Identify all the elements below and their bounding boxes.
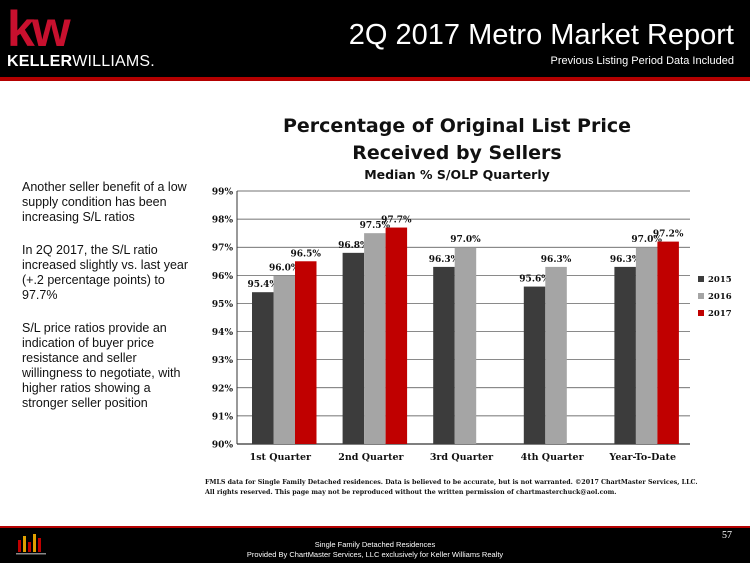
footer-line-2: Provided By ChartMaster Services, LLC ex… (246, 550, 504, 559)
data-label: 97.7% (381, 216, 412, 226)
x-tick-label: 2nd Quarter (338, 452, 404, 463)
legend-label: 2015 (708, 275, 732, 285)
chart-container: Percentage of Original List Price Receive… (195, 110, 735, 510)
bar-2016 (454, 247, 477, 444)
data-label: 97.2% (653, 230, 684, 240)
brand-name-bold: KELLER (7, 53, 73, 70)
y-tick-label: 91% (212, 412, 234, 422)
footer-line-1: Single Family Detached Residences (314, 540, 436, 549)
chart-subtitle: Median % S/OLP Quarterly (364, 167, 550, 182)
brand-name: KELLERWILLIAMS. (7, 53, 155, 71)
x-tick-label: 3rd Quarter (430, 452, 494, 463)
page-title: 2Q 2017 Metro Market Report (348, 19, 734, 51)
footer-divider (0, 526, 750, 528)
data-label: 95.6% (519, 275, 550, 285)
commentary-paragraph: Another seller benefit of a low supply c… (22, 180, 187, 224)
data-label: 96.3% (541, 255, 572, 265)
bar-2015 (523, 286, 546, 444)
chart-title: Received by Sellers (352, 142, 561, 164)
commentary-paragraph: S/L price ratios provide an indication o… (22, 321, 181, 410)
bar-2015 (252, 292, 274, 444)
data-label: 97.0% (631, 235, 662, 245)
commentary: Another seller benefit of a low supply c… (22, 180, 192, 429)
bar-2017 (657, 241, 679, 444)
data-label: 96.3% (429, 255, 460, 265)
header-bar (0, 0, 750, 77)
chart-footnote: FMLS data for Single Family Detached res… (205, 479, 698, 486)
y-tick-label: 99% (212, 188, 234, 198)
bar-2017 (295, 261, 317, 444)
footer-bar (0, 528, 750, 563)
y-tick-label: 95% (212, 300, 234, 310)
kw-logo-mark: kw (7, 6, 71, 52)
data-label: 96.8% (338, 241, 369, 251)
x-tick-label: 4th Quarter (521, 452, 585, 463)
legend-label: 2016 (708, 292, 732, 302)
data-label: 96.5% (291, 249, 322, 259)
y-tick-label: 98% (212, 216, 234, 226)
bar-2015 (614, 266, 636, 444)
chart-title: Percentage of Original List Price (283, 115, 631, 137)
bar-2016 (635, 247, 658, 444)
page-number: 57 (722, 530, 732, 541)
legend-swatch-2015 (698, 276, 704, 282)
data-label: 95.4% (248, 280, 279, 290)
bar-2015 (433, 266, 455, 444)
y-tick-label: 93% (212, 356, 234, 366)
brand-name-light: WILLIAMS. (72, 53, 155, 70)
x-tick-label: 1st Quarter (250, 452, 312, 463)
kw-logo-icon: kw (7, 6, 74, 52)
data-label: 96.3% (610, 255, 641, 265)
bar-2017 (385, 227, 408, 444)
bar-chart: Percentage of Original List Price Receive… (204, 115, 732, 496)
bar-2016 (364, 233, 386, 444)
y-tick-label: 97% (212, 244, 234, 254)
data-label: 97.0% (450, 235, 481, 245)
data-label: 96.0% (269, 263, 300, 273)
bar-2015 (342, 252, 365, 444)
legend-swatch-2017 (698, 310, 704, 316)
y-tick-label: 96% (212, 272, 234, 282)
y-tick-label: 90% (212, 441, 234, 451)
commentary-paragraph: In 2Q 2017, the S/L ratio increased slig… (22, 243, 189, 302)
footer-credits: Single Family Detached Residences Provid… (0, 540, 750, 560)
chart-footnote: All rights reserved. This page may not b… (204, 489, 616, 496)
page-subtitle: Previous Listing Period Data Included (550, 55, 734, 67)
bar-2016 (273, 275, 295, 444)
y-tick-label: 92% (212, 384, 234, 394)
x-tick-label: Year-To-Date (608, 452, 676, 463)
chartmaster-logo-icon (16, 534, 46, 555)
header-divider (0, 77, 750, 81)
bar-2016 (545, 266, 567, 444)
y-tick-label: 94% (212, 328, 234, 338)
legend-label: 2017 (708, 309, 732, 319)
legend-swatch-2016 (698, 293, 704, 299)
data-label: 97.5% (360, 221, 391, 231)
